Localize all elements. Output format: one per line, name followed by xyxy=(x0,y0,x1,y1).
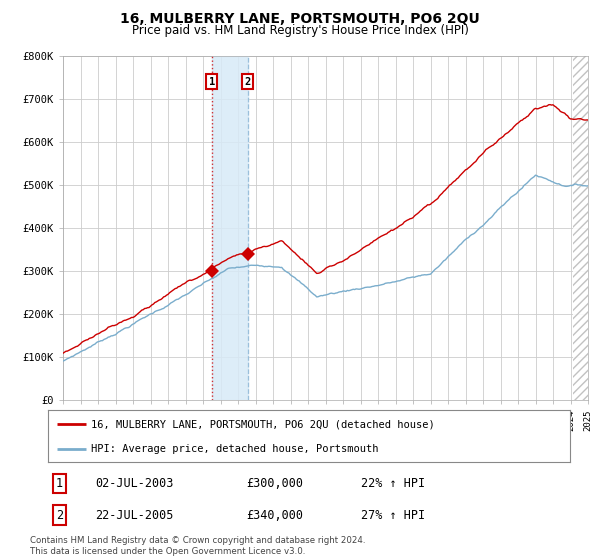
Text: 02-JUL-2003: 02-JUL-2003 xyxy=(95,477,173,490)
Text: £340,000: £340,000 xyxy=(247,509,304,522)
Text: 1: 1 xyxy=(56,477,63,490)
Text: Price paid vs. HM Land Registry's House Price Index (HPI): Price paid vs. HM Land Registry's House … xyxy=(131,24,469,36)
Text: 16, MULBERRY LANE, PORTSMOUTH, PO6 2QU (detached house): 16, MULBERRY LANE, PORTSMOUTH, PO6 2QU (… xyxy=(91,419,434,430)
Text: Contains HM Land Registry data © Crown copyright and database right 2024.
This d: Contains HM Land Registry data © Crown c… xyxy=(30,536,365,556)
Bar xyxy=(212,56,248,400)
Text: £300,000: £300,000 xyxy=(247,477,304,490)
Text: 2: 2 xyxy=(245,77,251,87)
Bar xyxy=(574,35,588,400)
Text: 27% ↑ HPI: 27% ↑ HPI xyxy=(361,509,425,522)
Text: HPI: Average price, detached house, Portsmouth: HPI: Average price, detached house, Port… xyxy=(91,444,379,454)
Text: 1: 1 xyxy=(209,77,215,87)
Text: 2: 2 xyxy=(56,509,63,522)
Text: 22-JUL-2005: 22-JUL-2005 xyxy=(95,509,173,522)
Text: 22% ↑ HPI: 22% ↑ HPI xyxy=(361,477,425,490)
Text: 16, MULBERRY LANE, PORTSMOUTH, PO6 2QU: 16, MULBERRY LANE, PORTSMOUTH, PO6 2QU xyxy=(120,12,480,26)
